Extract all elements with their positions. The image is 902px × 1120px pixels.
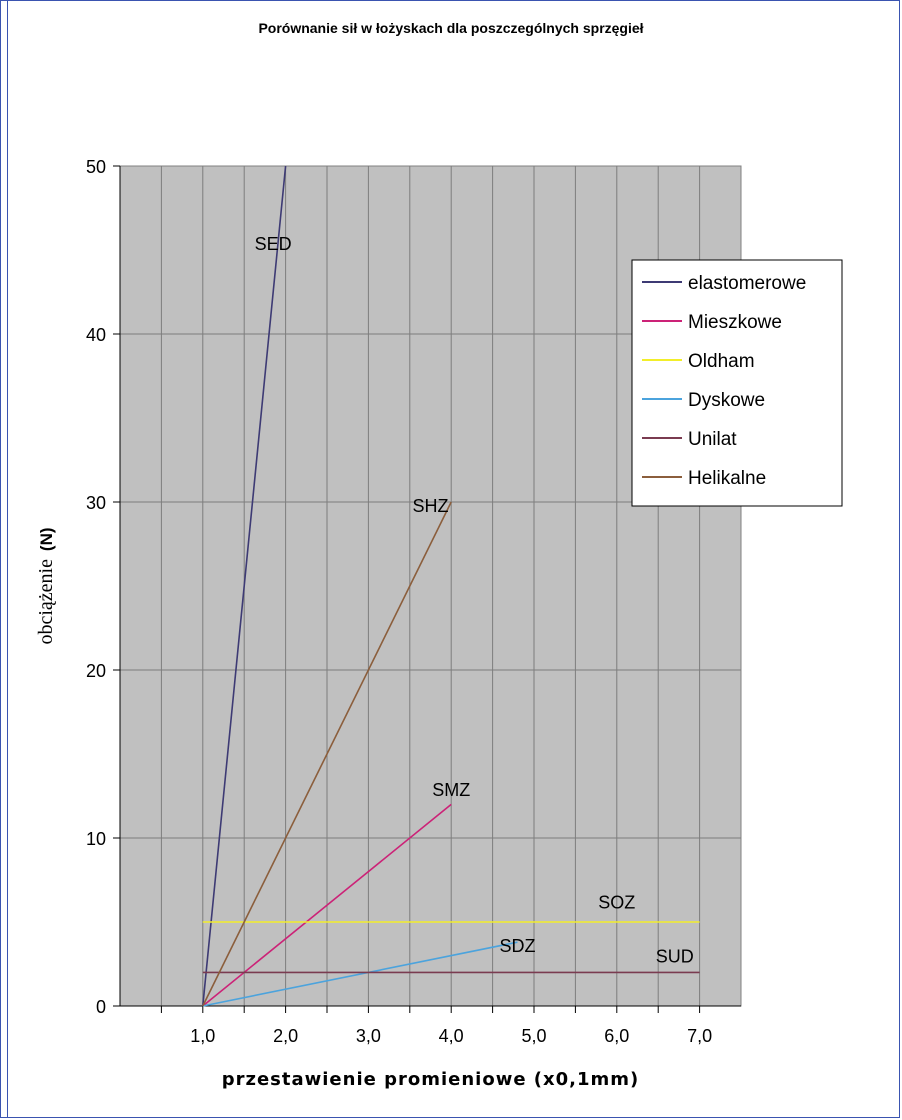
x-tick-label: 2,0	[273, 1026, 298, 1046]
series-label-sdz: SDZ	[499, 936, 535, 956]
series-lines	[202, 165, 700, 1007]
y-tick-label: 0	[96, 997, 106, 1017]
series-labels: SED SMZ SOZ SDZ SUD SHZ	[255, 234, 694, 966]
x-tick-label: 1,0	[190, 1026, 215, 1046]
series-label-soz: SOZ	[598, 893, 635, 913]
y-tick-label: 50	[86, 157, 106, 177]
x-tick-label: 3,0	[356, 1026, 381, 1046]
series-line-helikalne	[202, 501, 452, 1007]
series-label-sed: SED	[255, 234, 292, 254]
y-tick-label: 10	[86, 829, 106, 849]
series-label-smz: SMZ	[432, 780, 470, 800]
legend-entry: Helikalne	[688, 468, 766, 489]
y-tick-label: 40	[86, 325, 106, 345]
legend-entry: Oldham	[688, 351, 755, 372]
x-tick-label: 4,0	[439, 1026, 464, 1046]
chart-title: Porównanie sił w łożyskach dla poszczegó…	[258, 20, 644, 36]
series-line-dyskowe	[202, 941, 518, 1007]
x-tick-label: 5,0	[521, 1026, 546, 1046]
x-tick-label: 7,0	[687, 1026, 712, 1046]
legend-entry: Dyskowe	[688, 390, 765, 411]
y-axis-label-unit: (N)	[37, 527, 56, 551]
series-label-sud: SUD	[656, 946, 694, 966]
axes: 1,0 2,0 3,0 4,0 5,0 6,0 7,0 0 10 20 30 40 50	[86, 157, 741, 1046]
series-label-shz: SHZ	[413, 496, 449, 516]
y-axis-label-text: obciążenie	[35, 559, 57, 645]
legend-box	[631, 259, 843, 507]
legend-entry: Mieszkowe	[688, 312, 782, 333]
svg-text:obciążenie (N): obciążenie (N)	[35, 527, 57, 644]
x-axis-label: przestawienie promieniowe (x0,1mm)	[222, 1069, 640, 1090]
y-tick-label: 30	[86, 493, 106, 513]
y-tick-label: 20	[86, 661, 106, 681]
legend: elastomerowe Mieszkowe Oldham Dyskowe Unilat…	[631, 259, 843, 507]
series-line-elastomerowe	[202, 165, 287, 1007]
legend-entry: elastomerowe	[688, 273, 806, 294]
y-axis-label: obciążenie (N)	[35, 527, 57, 644]
legend-entry: Unilat	[688, 429, 737, 450]
x-tick-label: 6,0	[604, 1026, 629, 1046]
